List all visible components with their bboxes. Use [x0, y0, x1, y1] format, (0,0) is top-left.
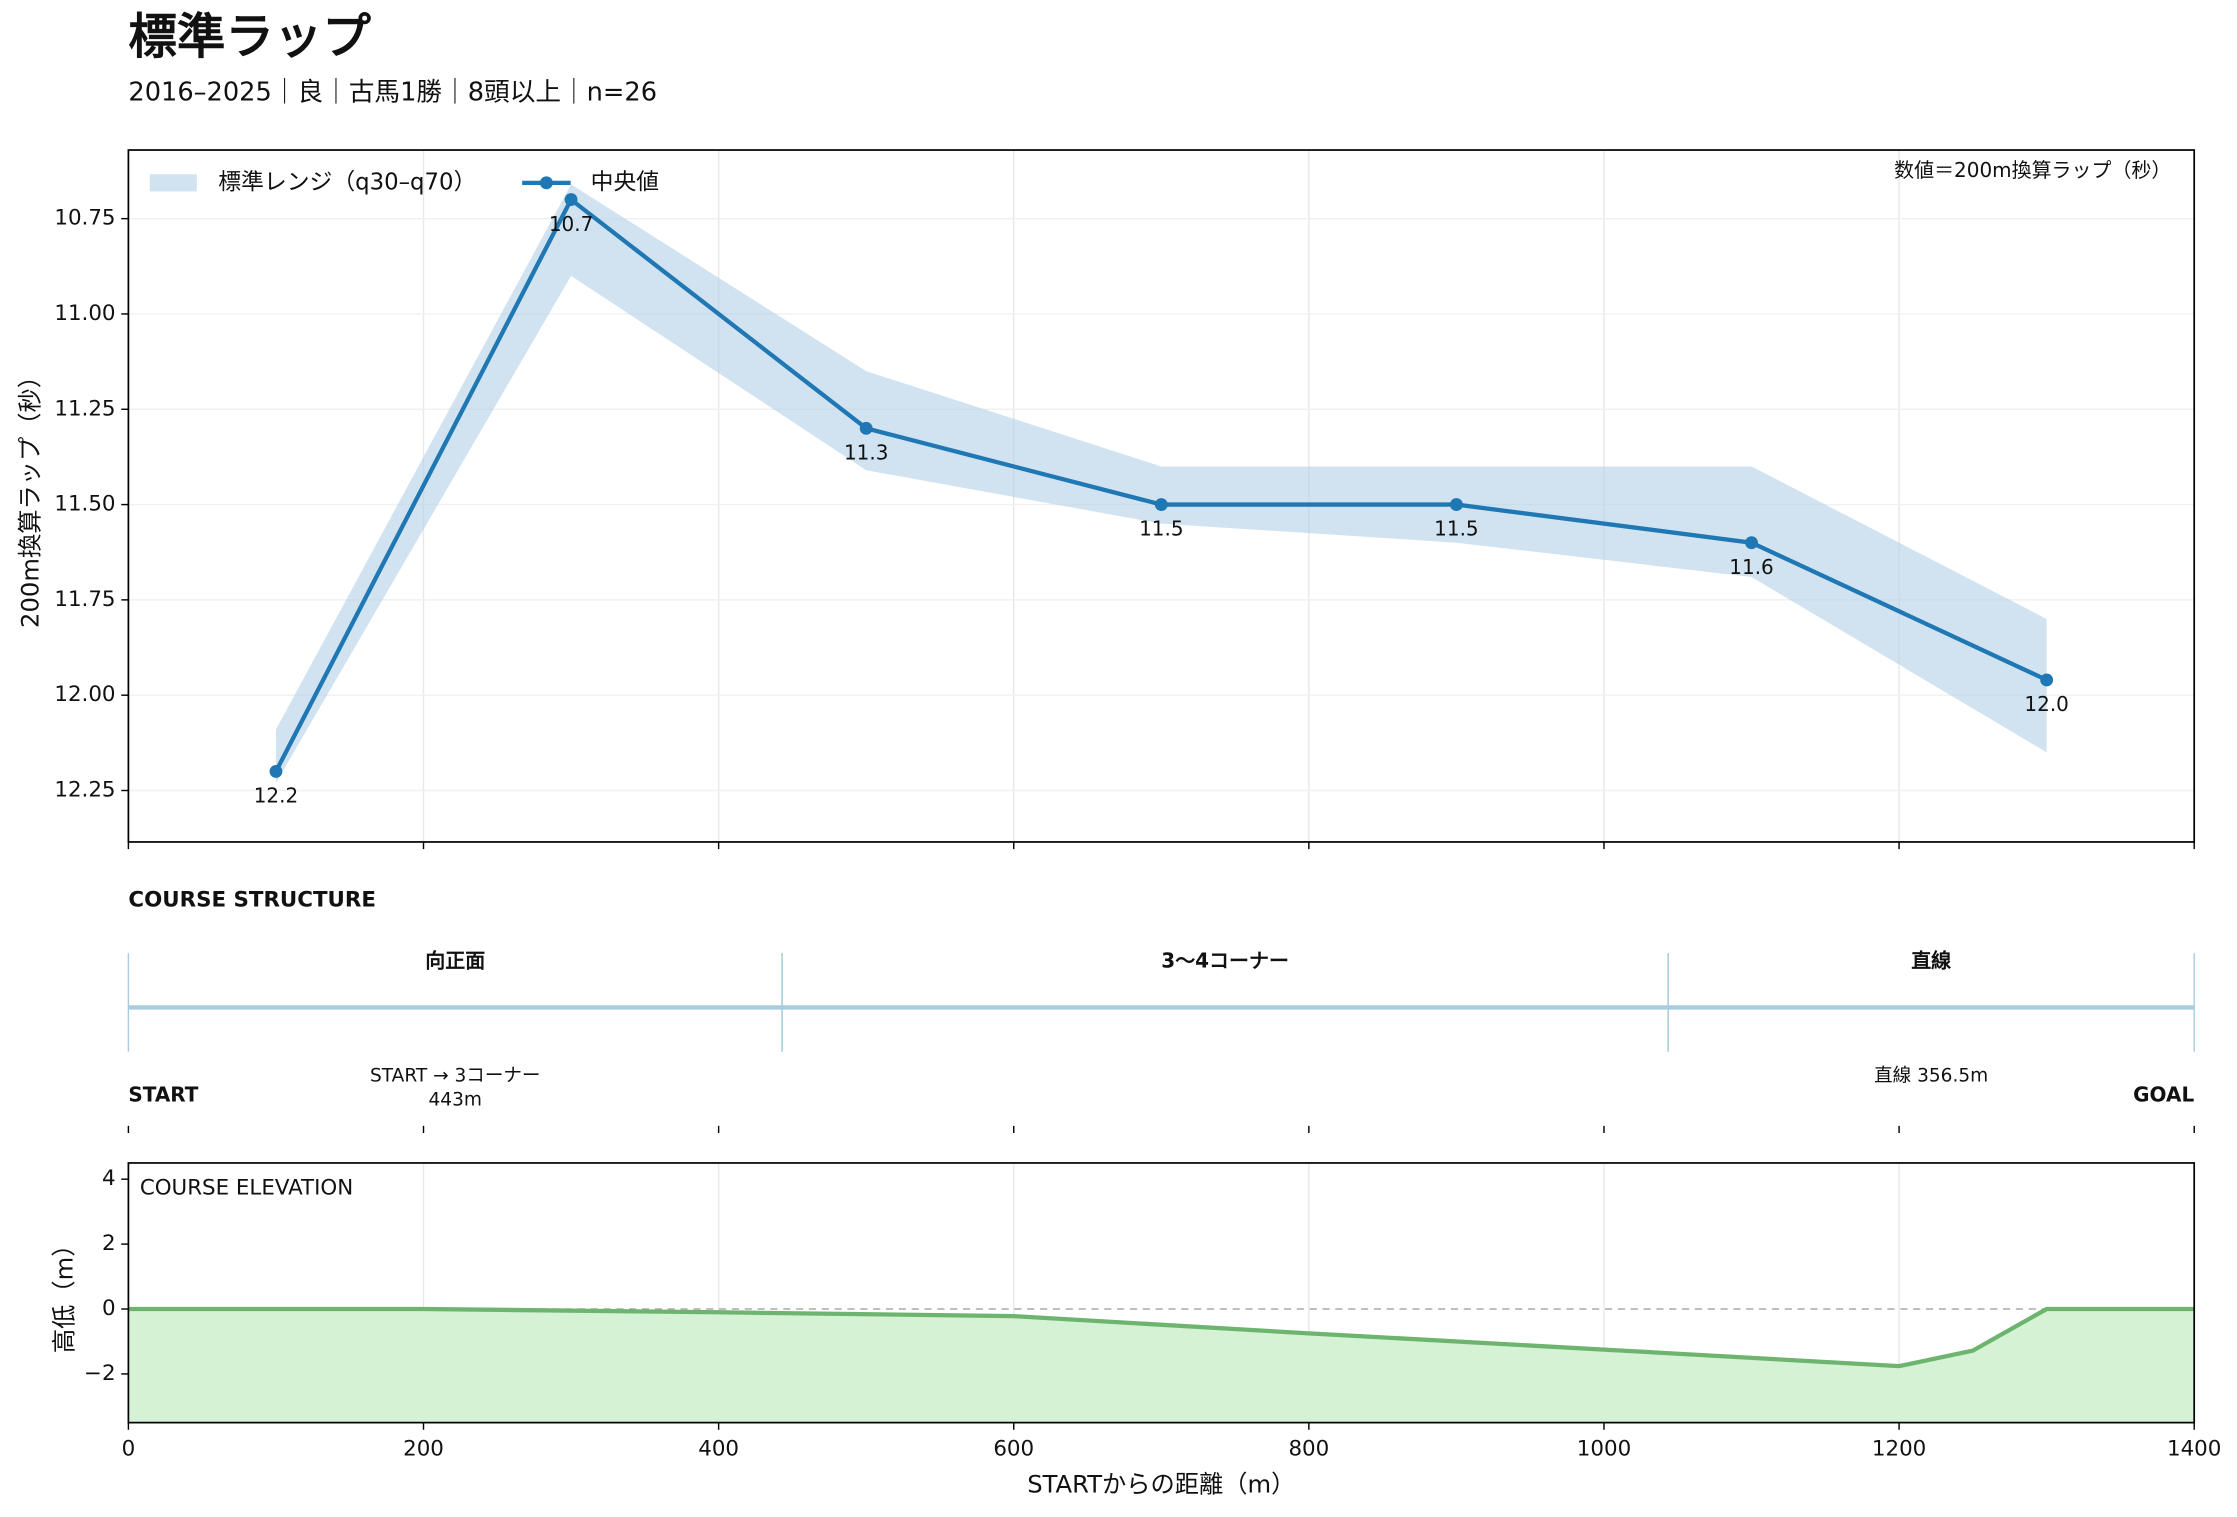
y-tick-label: 12.00	[54, 682, 115, 707]
section-title: COURSE STRUCTURE	[128, 887, 376, 912]
segment-label: 3〜4コーナー	[1161, 948, 1289, 972]
start-label: START	[128, 1082, 198, 1106]
segment-label: 向正面	[425, 948, 485, 972]
plot-frame	[127, 149, 2196, 843]
y-axis-label: 高低（m）	[50, 1232, 79, 1353]
y-tick-label: 11.25	[54, 396, 115, 421]
y-tick-label: 2	[102, 1231, 116, 1256]
median-point	[1154, 498, 1168, 511]
x-tick-label: 1400	[2167, 1437, 2221, 1462]
x-tick-label: 400	[698, 1437, 739, 1462]
y-tick-label: 4	[102, 1166, 116, 1191]
median-point	[269, 765, 283, 778]
x-tick-label: 800	[1288, 1437, 1329, 1462]
data-label: 12.0	[2024, 692, 2068, 716]
median-point	[1449, 498, 1463, 511]
median-point	[564, 193, 578, 207]
x-axis-label: STARTからの距離（m）	[1027, 1469, 1295, 1498]
x-tick-label: 0	[122, 1437, 136, 1462]
goal-label: GOAL	[2133, 1082, 2194, 1106]
y-tick-label: 0	[102, 1296, 116, 1321]
data-label: 11.3	[844, 441, 888, 465]
x-tick-label: 1200	[1872, 1437, 1926, 1462]
title: 標準ラップ	[128, 9, 371, 65]
data-label: 11.5	[1434, 517, 1478, 541]
x-tick-label: 600	[993, 1437, 1034, 1462]
legend-patch	[149, 174, 197, 192]
y-axis-label: 200m換算ラップ（秒）	[15, 364, 44, 628]
subtitle: 2016–2025｜良｜古馬1勝｜8頭以上｜n=26	[128, 77, 657, 107]
data-label: 11.5	[1139, 517, 1183, 541]
y-tick-label: 11.00	[54, 301, 115, 326]
plot-frame	[127, 1162, 2196, 1424]
legend-label: 標準レンジ（q30–q70）	[218, 169, 476, 195]
data-label: 11.6	[1729, 555, 1773, 579]
y-tick-label: −2	[84, 1361, 116, 1386]
segment-note: START → 3コーナー	[370, 1065, 540, 1086]
segment-note: 443m	[429, 1090, 482, 1111]
median-point	[859, 421, 873, 435]
median-point	[2040, 673, 2054, 687]
x-tick-label: 200	[403, 1437, 444, 1462]
legend-label: 中央値	[591, 169, 659, 195]
y-tick-label: 10.75	[54, 206, 115, 231]
median-point	[1745, 536, 1758, 550]
y-tick-label: 12.25	[54, 777, 115, 802]
band	[275, 184, 2047, 783]
elevation-area	[128, 1309, 2195, 1423]
y-tick-label: 11.50	[54, 492, 115, 517]
note: 数値＝200m換算ラップ（秒）	[1894, 158, 2171, 182]
segment-note: 直線 356.5m	[1874, 1065, 1988, 1086]
data-label: 12.2	[254, 784, 298, 808]
y-tick-label: 11.75	[54, 587, 115, 612]
x-tick-label: 1000	[1577, 1437, 1631, 1462]
legend-marker	[539, 176, 553, 190]
elevation-line	[128, 1306, 2195, 1369]
panel-title: COURSE ELEVATION	[140, 1176, 353, 1201]
data-label: 10.7	[549, 212, 593, 236]
segment-label: 直線	[1911, 948, 1951, 972]
